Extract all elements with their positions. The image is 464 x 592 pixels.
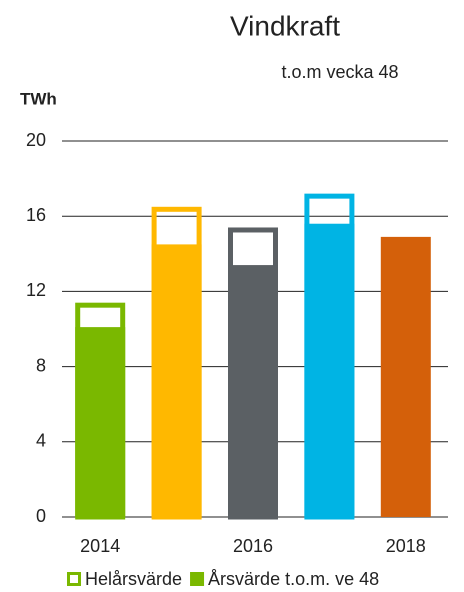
chart-subtitle: t.o.m vecka 48 [281, 62, 398, 82]
legend-swatch [67, 572, 81, 586]
y-tick-label: 8 [36, 355, 46, 375]
x-tick-label: 2018 [386, 536, 426, 556]
x-tick-label: 2016 [233, 536, 273, 556]
bar [380, 236, 431, 517]
y-axis-label: TWh [20, 89, 57, 108]
y-tick-label: 4 [36, 431, 46, 451]
y-tick-label: 12 [26, 280, 46, 300]
y-tick-label: 20 [26, 130, 46, 150]
legend-label: Helårsvärde [85, 569, 182, 589]
bar [228, 265, 278, 517]
y-tick-label: 16 [26, 205, 46, 225]
x-tick-label: 2014 [80, 536, 120, 556]
legend-label: Årsvärde t.o.m. ve 48 [208, 569, 379, 589]
bar [75, 327, 126, 517]
bar [304, 223, 355, 517]
y-tick-label: 0 [36, 506, 46, 526]
bar [151, 244, 202, 517]
chart-title: Vindkraft [230, 10, 340, 41]
legend-swatch [190, 572, 205, 586]
